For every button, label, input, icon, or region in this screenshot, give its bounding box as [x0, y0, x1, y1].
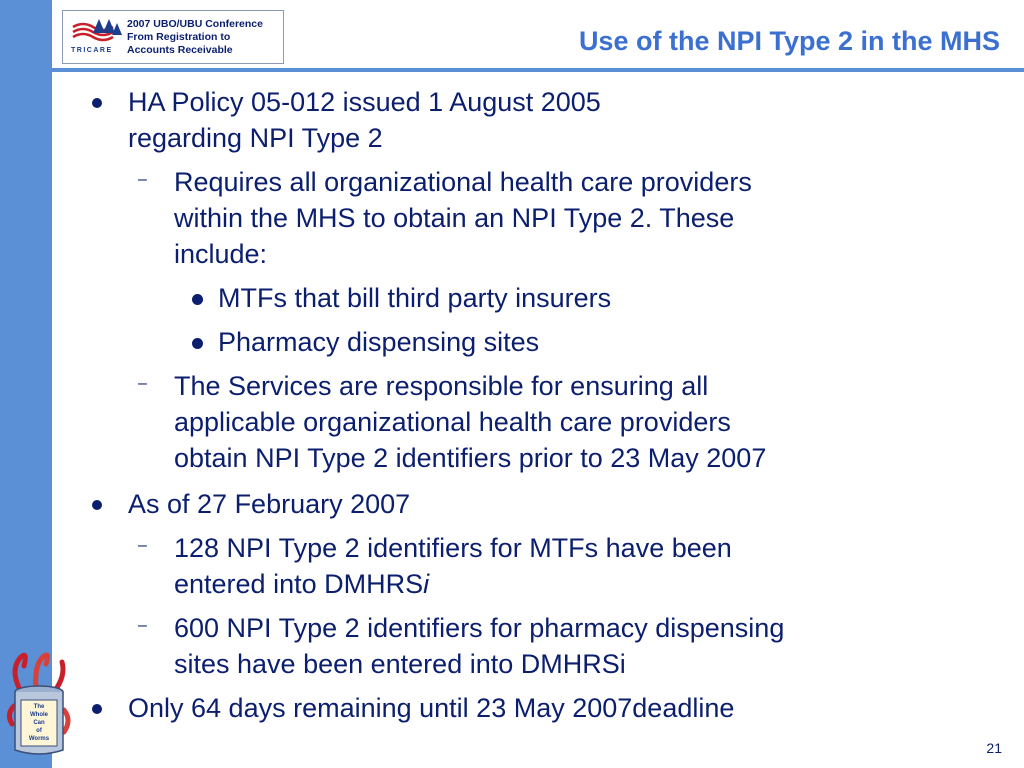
bullet-text-line: HA Policy 05-012 issued 1 August 2005: [128, 87, 601, 117]
sub-bullet-pharmacy-count: – 600 NPI Type 2 identifiers for pharmac…: [88, 610, 988, 682]
worm-label: Can: [33, 720, 45, 726]
header-rule: [52, 68, 1024, 72]
logo-line-3: Accounts Receivable: [127, 44, 233, 56]
worm-label: Worms: [29, 736, 50, 742]
bullet-text-line: As of 27 February 2007: [128, 489, 411, 519]
logo-wordmark: TRICARE: [71, 47, 113, 54]
sub-sub-bullet-mtfs: MTFs that bill third party insurers: [88, 280, 988, 316]
bullet-dot-icon: [92, 704, 102, 714]
bullet-dot-icon: [192, 294, 203, 305]
bullet-dot-icon: [92, 500, 102, 510]
tricare-logo-icon: TRICARE: [71, 19, 122, 54]
page-number: 21: [986, 740, 1002, 756]
bullet-deadline: Only 64 days remaining until 23 May 2007…: [88, 690, 988, 726]
slide-title: Use of the NPI Type 2 in the MHS: [578, 26, 1000, 56]
dash-icon: –: [138, 171, 147, 188]
dmhrs-italic-suffix: i: [423, 569, 430, 599]
bullet-policy: HA Policy 05-012 issued 1 August 2005 re…: [88, 84, 988, 156]
bullet-text-line: Only 64 days remaining until 23 May 2007…: [128, 693, 735, 723]
worm-label: of: [36, 728, 43, 734]
side-accent-bar: [0, 0, 52, 768]
sub-sub-bullet-pharmacy: Pharmacy dispensing sites: [88, 324, 988, 360]
conference-name: 2007 UBO/UBU Conference From Registratio…: [127, 18, 263, 57]
dash-icon: –: [138, 375, 147, 392]
logo-line-2: From Registration to: [127, 31, 231, 43]
bullet-dot-icon: [92, 98, 102, 108]
sub-bullet-mtf-count: – 128 NPI Type 2 identifiers for MTFs ha…: [88, 530, 988, 602]
sub-bullet-text-line: include:: [174, 239, 268, 269]
sub-bullet-text-line: Requires all organizational health care …: [174, 167, 752, 197]
dash-icon: –: [138, 537, 147, 554]
conference-logo: TRICARE 2007 UBO/UBU Conference From Reg…: [62, 10, 284, 64]
can-of-worms-icon: The Whole Can of Worms: [6, 652, 71, 755]
sub-bullet-text-line: 128 NPI Type 2 identifiers for MTFs have…: [174, 533, 732, 563]
bullet-status-date: As of 27 February 2007: [88, 486, 988, 522]
worm-label: Whole: [30, 712, 49, 718]
dash-icon: –: [138, 617, 147, 634]
sub-bullet-text-line: entered into DMHRSi: [174, 566, 988, 602]
sub-bullet-text-line: 600 NPI Type 2 identifiers for pharmacy …: [174, 613, 785, 643]
sub-sub-bullet-text: MTFs that bill third party insurers: [218, 283, 612, 313]
bullet-text-line: regarding NPI Type 2: [128, 123, 383, 153]
sub-bullet-requirement: – Requires all organizational health car…: [88, 164, 988, 272]
sub-bullet-text-line: within the MHS to obtain an NPI Type 2. …: [174, 203, 735, 233]
dmhrs-text: entered into DMHRS: [174, 569, 424, 599]
sub-sub-bullet-text: Pharmacy dispensing sites: [218, 327, 540, 357]
sub-bullet-text-line: obtain NPI Type 2 identifiers prior to 2…: [174, 443, 767, 473]
sub-bullet-text-line: sites have been entered into DMHRSi: [174, 649, 626, 679]
logo-line-1: 2007 UBO/UBU Conference: [127, 18, 263, 30]
bullet-list: HA Policy 05-012 issued 1 August 2005 re…: [88, 84, 988, 726]
sub-bullet-text-line: applicable organizational health care pr…: [174, 407, 731, 437]
bullet-dot-icon: [192, 338, 203, 349]
worm-label: The: [34, 704, 45, 710]
sub-bullet-services: – The Services are responsible for ensur…: [88, 368, 988, 476]
sub-bullet-text-line: The Services are responsible for ensurin…: [174, 371, 709, 401]
